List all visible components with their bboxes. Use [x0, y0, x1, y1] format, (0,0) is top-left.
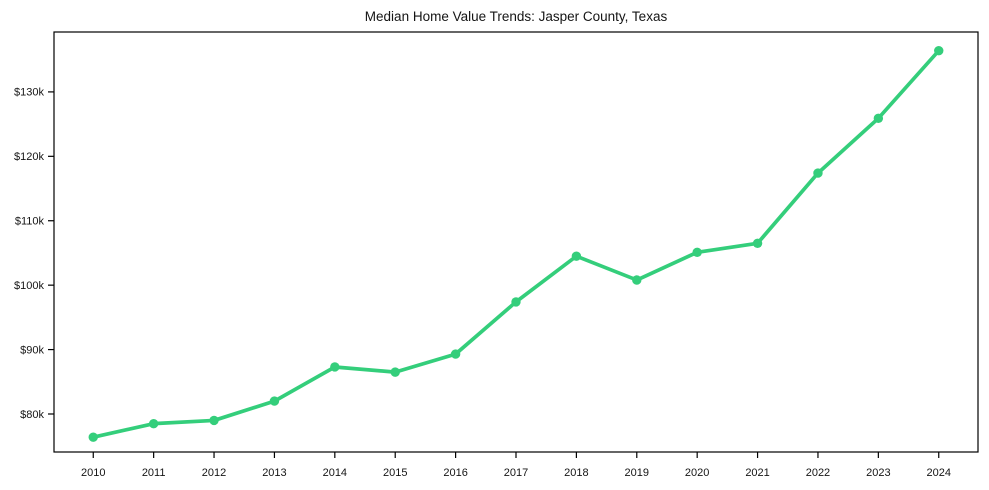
x-tick-label: 2020 [685, 467, 709, 479]
x-tick-label: 2024 [927, 467, 951, 479]
x-tick-label: 2019 [625, 467, 649, 479]
data-point-marker [873, 113, 884, 124]
data-point-marker [330, 362, 340, 372]
chart-title: Median Home Value Trends: Jasper County,… [365, 9, 668, 24]
y-tick-label: $120k [14, 151, 44, 163]
data-point-marker [390, 367, 400, 377]
x-tick-label: 2022 [806, 467, 830, 479]
y-tick-label: $130k [14, 87, 44, 99]
data-point-marker [571, 251, 582, 261]
x-tick-label: 2015 [383, 467, 407, 479]
y-tick-label: $110k [15, 216, 45, 228]
x-tick-label: 2013 [262, 467, 286, 479]
y-tick-label: $100k [14, 280, 44, 292]
data-point-marker [752, 238, 763, 248]
data-point-marker [148, 418, 159, 429]
data-point-marker [88, 432, 98, 442]
data-point-marker [269, 396, 280, 406]
data-point-marker [209, 415, 219, 426]
data-point-marker [934, 45, 944, 56]
x-tick-label: 2010 [81, 467, 105, 479]
x-tick-label: 2014 [323, 467, 347, 479]
x-tick-label: 2023 [866, 467, 890, 479]
plot-area: $80k $90k $100k $110k $120k $130k 2010 2011 2012… [14, 31, 979, 479]
x-tick-label: 2012 [202, 467, 226, 479]
data-point-marker [692, 247, 702, 258]
x-tick-label: 2017 [504, 467, 528, 479]
x-tick-label: 2018 [564, 467, 588, 479]
x-tick-label: 2011 [142, 467, 166, 479]
plot-frame [53, 31, 979, 453]
y-tick-label: $80k [20, 409, 44, 421]
data-point-marker [450, 349, 461, 359]
data-point-marker [511, 297, 521, 307]
x-tick-label: 2016 [443, 467, 467, 479]
y-tick-label: $90k [20, 344, 44, 356]
data-point-marker [632, 275, 642, 285]
x-tick-label: 2021 [745, 467, 769, 479]
data-point-marker [813, 168, 823, 178]
